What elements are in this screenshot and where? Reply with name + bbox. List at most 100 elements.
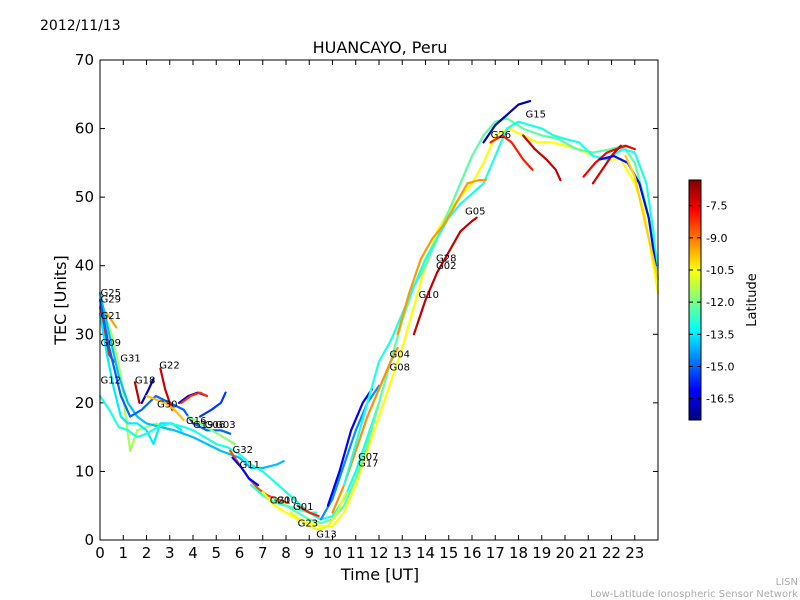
- y-tick-label: 10: [75, 462, 94, 480]
- x-tick-label: 22: [602, 544, 621, 562]
- series-line-G32: [229, 449, 288, 504]
- series-line-G17: [326, 388, 374, 507]
- series-label-G09: G09: [100, 338, 120, 349]
- colorbar-tick-label: -15.0: [706, 360, 734, 373]
- colorbar-bar: [688, 179, 702, 421]
- x-tick-label: 0: [95, 544, 105, 562]
- series-line-G05: [396, 178, 488, 336]
- series-line-G26: [489, 134, 534, 171]
- x-tick-label: 21: [579, 544, 598, 562]
- series-label-G32: G32: [233, 445, 253, 456]
- series-line-G30: [145, 394, 185, 422]
- colorbar-tick-label: -13.5: [706, 328, 734, 341]
- date-label: 2012/11/13: [40, 18, 121, 34]
- x-tick-label: 5: [211, 544, 221, 562]
- series-line-G03: [198, 391, 227, 418]
- series-line-G22: [159, 367, 174, 411]
- y-tick-label: 30: [75, 325, 94, 343]
- series-label-G10: G10: [419, 290, 439, 301]
- series-line-G18: [133, 381, 141, 404]
- series-label-G30: G30: [157, 400, 177, 411]
- y-tick-label: 70: [75, 51, 94, 69]
- y-tick-label: 20: [75, 394, 94, 412]
- series-label-G05: G05: [465, 206, 485, 217]
- series-label-G18: G18: [135, 376, 155, 387]
- series-label-G11: G11: [240, 460, 260, 471]
- series-line-G15: [482, 99, 532, 144]
- x-axis-label: Time [UT]: [340, 565, 419, 584]
- series-label-G02: G02: [436, 261, 456, 272]
- x-tick-label: 20: [555, 544, 574, 562]
- x-tick-label: 8: [281, 544, 291, 562]
- series-label-G15: G15: [525, 110, 545, 121]
- footer-lisn: LISN: [775, 577, 798, 588]
- y-tick-label: 40: [75, 257, 94, 275]
- colorbar-tick-label: -7.5: [706, 200, 727, 213]
- series-line-G33: [591, 144, 622, 185]
- x-tick-label: 12: [369, 544, 388, 562]
- x-tick-label: 10: [323, 544, 342, 562]
- series-label-G04: G04: [389, 350, 409, 361]
- series-label-G25: G25: [100, 288, 120, 299]
- colorbar-label: Latitude: [745, 273, 760, 327]
- series-label-G21: G21: [100, 311, 120, 322]
- series-line-G24: [521, 134, 562, 182]
- series-line-G10: [261, 127, 660, 528]
- x-tick-label: 23: [625, 544, 644, 562]
- series-label-G13: G13: [316, 529, 336, 540]
- series-line-G23: [289, 490, 348, 531]
- series-label-G17: G17: [358, 459, 378, 470]
- x-tick-label: 6: [235, 544, 245, 562]
- series-label-G10: G10: [277, 496, 297, 507]
- series-line-G19: [187, 415, 236, 446]
- x-tick-label: 7: [258, 544, 268, 562]
- x-tick-label: 1: [118, 544, 128, 562]
- y-tick-label: 0: [84, 531, 94, 549]
- series-label-G31: G31: [120, 354, 140, 365]
- x-tick-label: 9: [304, 544, 314, 562]
- series-line-G01: [296, 504, 320, 518]
- x-tick-label: 14: [416, 544, 435, 562]
- y-tick-label: 50: [75, 188, 94, 206]
- series-line-G28: [412, 216, 478, 336]
- series-label-G07: G07: [358, 452, 378, 463]
- x-tick-label: 11: [346, 544, 365, 562]
- series-line-G25: [98, 292, 285, 470]
- plot-frame: [99, 59, 659, 541]
- series-label-G19: G19: [193, 420, 213, 431]
- x-tick-label: 17: [486, 544, 505, 562]
- series-label-G29: G29: [100, 295, 120, 306]
- series-line-G08: [343, 120, 660, 487]
- series-label-G01: G01: [293, 502, 313, 513]
- series-line-G11: [231, 456, 260, 487]
- series-label-G03: G03: [215, 420, 235, 431]
- series-label-G26: G26: [491, 130, 511, 141]
- series-line-G35: [624, 154, 660, 281]
- x-tick-label: 4: [188, 544, 198, 562]
- colorbar: Latitude -7.5 -9.0 -10.5 -12.0 -13.5 -15.0 -16…: [688, 179, 760, 421]
- colorbar-tick-label: -16.5: [706, 393, 734, 406]
- series-line-G06: [180, 391, 208, 404]
- series-line-G13: [98, 394, 381, 521]
- series-line-G29: [98, 298, 232, 435]
- series-label-G06: G06: [205, 420, 225, 431]
- series-label-G22: G22: [159, 361, 179, 372]
- series-label-G16: G16: [186, 416, 206, 427]
- colorbar-tick-label: -12.0: [706, 296, 734, 309]
- x-tick-label: 18: [509, 544, 528, 562]
- series-line-G27: [582, 144, 636, 178]
- series-line-G12: [98, 312, 183, 446]
- series-label-G20: G20: [270, 496, 290, 507]
- series-label-G23: G23: [298, 518, 318, 529]
- y-tick-label: 60: [75, 120, 94, 138]
- x-tick-label: 13: [393, 544, 412, 562]
- series-label-G08: G08: [389, 363, 409, 374]
- x-tick-label: 3: [165, 544, 175, 562]
- x-tick-label: 15: [439, 544, 458, 562]
- x-tick-label: 16: [462, 544, 481, 562]
- x-tick-label: 2: [142, 544, 152, 562]
- axes-ticks: 0 1 2 3 4 5 6 7 8 9 10 11 12 13 14 15 16 17 18 19 20 21 22 2301…: [75, 51, 658, 562]
